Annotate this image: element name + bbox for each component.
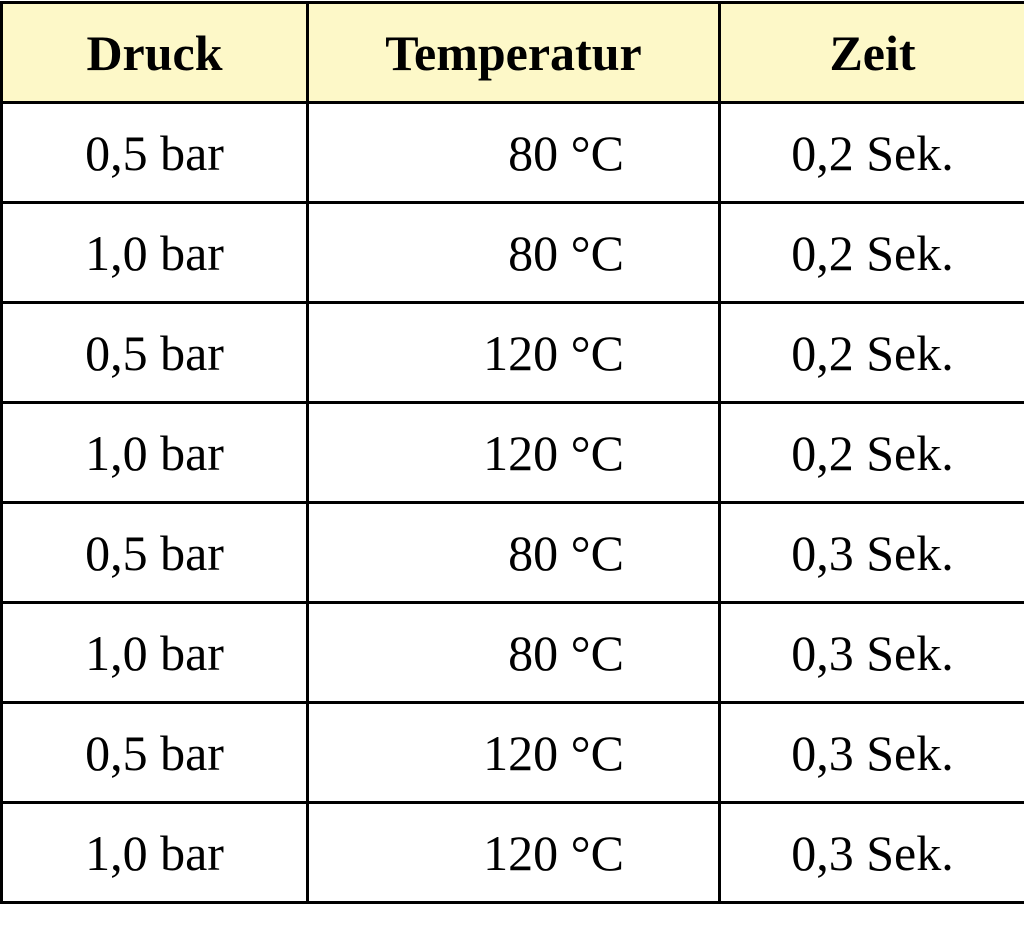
data-table: Druck Temperatur Zeit 0,5 bar 80 °C 0,2 Se… <box>0 1 1024 904</box>
table-cell: 120 °C <box>306 801 721 904</box>
table-cell: 0,2 Sek. <box>718 201 1024 304</box>
table-cell: 0,2 Sek. <box>718 401 1024 504</box>
table-cell: 0,3 Sek. <box>718 501 1024 604</box>
header-cell: Druck <box>0 1 309 104</box>
table-cell: 0,2 Sek. <box>718 301 1024 404</box>
table-cell: 0,2 Sek. <box>718 101 1024 204</box>
table-cell: 80 °C <box>306 501 721 604</box>
table-cell: 80 °C <box>306 101 721 204</box>
table-cell: 0,3 Sek. <box>718 701 1024 804</box>
table-cell: 120 °C <box>306 401 721 504</box>
table-row: 1,0 bar 80 °C 0,3 Sek. <box>0 601 1024 704</box>
table-row: 1,0 bar 120 °C 0,3 Sek. <box>0 801 1024 904</box>
table-cell: 0,5 bar <box>0 301 309 404</box>
table-cell: 1,0 bar <box>0 601 309 704</box>
header-row: Druck Temperatur Zeit <box>0 1 1024 104</box>
table-cell: 0,5 bar <box>0 101 309 204</box>
table-cell: 1,0 bar <box>0 401 309 504</box>
table-row: 1,0 bar 80 °C 0,2 Sek. <box>0 201 1024 304</box>
table-cell: 0,5 bar <box>0 501 309 604</box>
table-row: 1,0 bar 120 °C 0,2 Sek. <box>0 401 1024 504</box>
header-cell: Zeit <box>718 1 1024 104</box>
table-cell: 120 °C <box>306 301 721 404</box>
table-row: 0,5 bar 80 °C 0,2 Sek. <box>0 101 1024 204</box>
table-cell: 80 °C <box>306 601 721 704</box>
table-body: 0,5 bar 80 °C 0,2 Sek. 1,0 bar 80 °C 0,2 Sek.… <box>0 101 1024 904</box>
header-cell: Temperatur <box>306 1 721 104</box>
table-cell: 0,3 Sek. <box>718 801 1024 904</box>
table-cell: 0,5 bar <box>0 701 309 804</box>
table-cell: 120 °C <box>306 701 721 804</box>
table-cell: 1,0 bar <box>0 801 309 904</box>
table-header: Druck Temperatur Zeit <box>0 1 1024 104</box>
table-row: 0,5 bar 120 °C 0,2 Sek. <box>0 301 1024 404</box>
table-row: 0,5 bar 80 °C 0,3 Sek. <box>0 501 1024 604</box>
table-row: 0,5 bar 120 °C 0,3 Sek. <box>0 701 1024 804</box>
table-cell: 1,0 bar <box>0 201 309 304</box>
table-cell: 0,3 Sek. <box>718 601 1024 704</box>
table-cell: 80 °C <box>306 201 721 304</box>
